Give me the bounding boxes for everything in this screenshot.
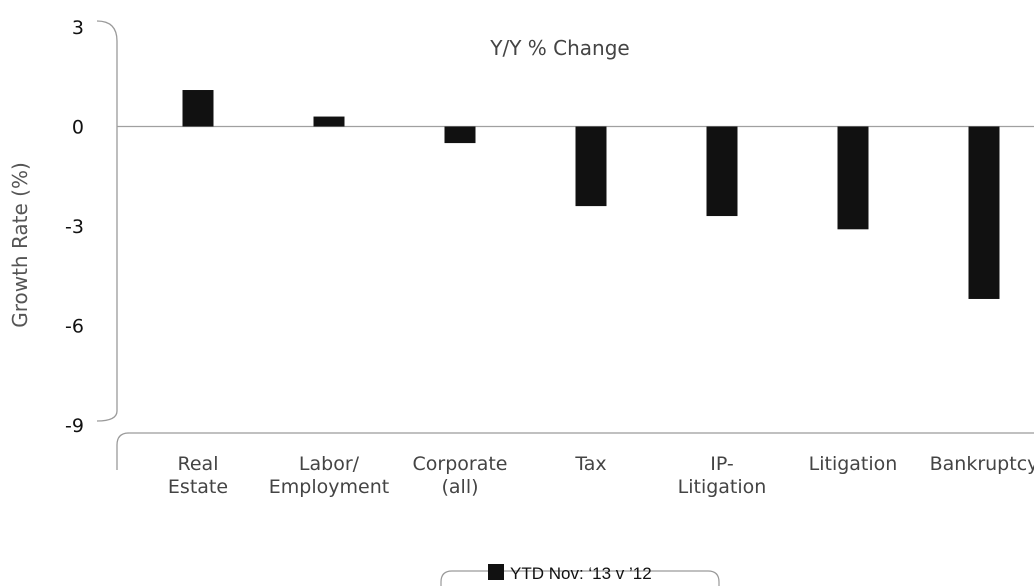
- x-category-label: Litigation: [809, 453, 898, 475]
- y-tick-label: 0: [72, 117, 84, 139]
- x-category-label: Bankruptcy: [930, 453, 1034, 475]
- y-tick-label: -9: [65, 415, 84, 437]
- x-category-label: Corporate (all): [413, 453, 508, 498]
- bar: [837, 126, 869, 230]
- legend: YTD Nov: ‘13 v ’12: [440, 564, 720, 586]
- x-category-label: IP-Litigation: [678, 453, 767, 498]
- x-category-labels: Real Estate Labor/Employment Corporate (all)…: [168, 453, 1034, 498]
- legend-label: YTD Nov: ‘13 v ’12: [510, 564, 652, 583]
- legend-frame: [440, 570, 720, 586]
- legend-swatch: [488, 564, 504, 580]
- bar: [444, 126, 476, 144]
- axes: [96, 20, 1034, 470]
- bar: [182, 90, 214, 127]
- x-category-label: Tax: [574, 453, 606, 475]
- bars: [182, 90, 1000, 299]
- bar: [313, 116, 345, 127]
- x-category-label: Labor/Employment: [269, 453, 389, 498]
- x-axis-bracket: [116, 432, 1034, 470]
- y-axis-title: Growth Rate (%): [8, 162, 32, 328]
- bar: [706, 126, 738, 217]
- bar: [575, 126, 607, 207]
- y-tick-label: -6: [65, 316, 84, 338]
- y-axis-line: [96, 20, 118, 422]
- x-category-label: Real Estate: [168, 453, 228, 498]
- y-tick-label: -3: [65, 216, 84, 238]
- y-tick-label: 3: [72, 17, 84, 39]
- chart-title: Y/Y % Change: [489, 36, 629, 60]
- bar: [968, 126, 1000, 299]
- y-tick-labels: 3 0 -3 -6 -9: [65, 17, 84, 437]
